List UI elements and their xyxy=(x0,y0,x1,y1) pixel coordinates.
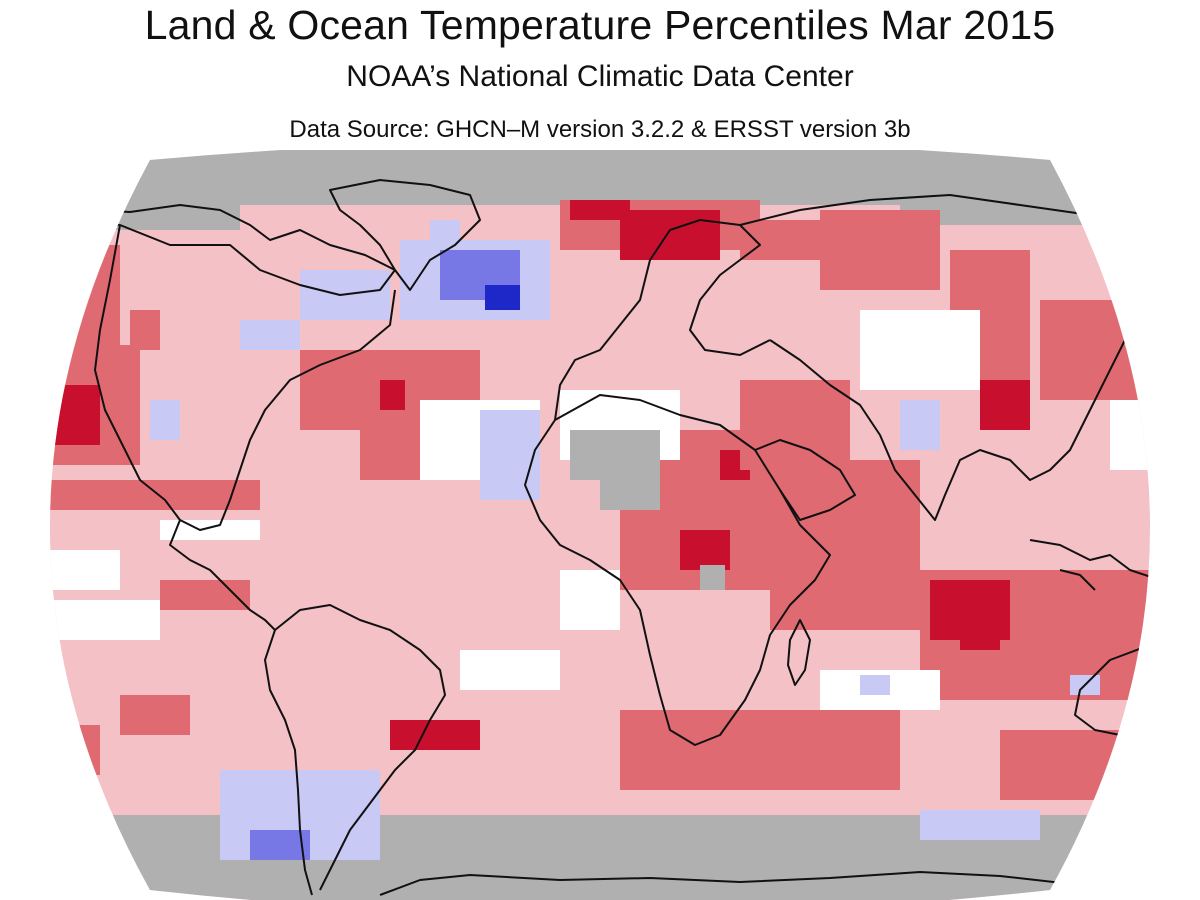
map-subtitle: NOAA’s National Climatic Data Center xyxy=(346,60,854,93)
grid-cell-no-data xyxy=(570,430,660,480)
grid-cell-much-warmer xyxy=(130,310,160,350)
grid-cell-no-data xyxy=(700,565,725,590)
europe-outline xyxy=(554,219,771,421)
grid-cell-much-warmer xyxy=(770,460,920,630)
map-title: Land & Ocean Temperature Percentiles Mar… xyxy=(144,2,1056,48)
grid-cell-much-warmer xyxy=(160,580,250,610)
grid-cell-record-warmest xyxy=(980,380,1030,430)
madagascar-outline xyxy=(787,619,811,686)
arabia-outline xyxy=(754,439,856,521)
south-america-outline xyxy=(264,604,446,896)
grid-cell-much-warmer xyxy=(740,380,850,470)
grid-cell-cooler xyxy=(240,320,300,350)
grid-cell-near-average xyxy=(460,650,560,690)
grid-cell-near-average xyxy=(50,550,120,590)
global-percentile-map xyxy=(0,150,1200,900)
maritime-southeast-asia-outline xyxy=(1029,539,1150,591)
grid-cell-record-warmest xyxy=(50,385,100,445)
grid-cell-near-average xyxy=(860,310,980,390)
grid-cell-record-coolest xyxy=(485,285,520,310)
grid-cell-much-warmer xyxy=(50,725,100,775)
grid-cell-cooler xyxy=(920,810,1040,840)
grid-cell-cooler xyxy=(150,400,180,440)
grid-cell-no-data xyxy=(600,480,660,510)
coastlines xyxy=(50,179,1150,896)
greenland-outline xyxy=(329,179,481,291)
grid-cell-much-warmer xyxy=(620,710,900,790)
grid-cell-record-warmest xyxy=(380,380,405,410)
grid-cell-record-warmest xyxy=(960,620,1000,650)
grid-cell-much-warmer xyxy=(820,210,940,290)
grid-cell-much-warmer xyxy=(1040,300,1150,400)
data-source-label: Data Source: GHCN–M version 3.2.2 & ERSS… xyxy=(289,116,911,143)
grid-cell-near-average xyxy=(160,520,260,540)
grid-cell-cooler xyxy=(900,400,940,450)
grid-cell-much-warmer xyxy=(50,245,120,345)
antarctica-outline xyxy=(379,871,1150,896)
grid-cell-near-average xyxy=(1180,620,1200,700)
grid-cell-record-warmest xyxy=(50,280,60,330)
grid-cell-cooler xyxy=(860,675,890,695)
map-canvas xyxy=(50,150,1200,900)
grid-cell-no-data xyxy=(1150,280,1200,310)
grid-cell-much-warmer xyxy=(1130,290,1150,360)
grid-cell-much-warmer xyxy=(740,220,820,260)
grid-cell-much-warmer xyxy=(50,480,260,510)
grid-cell-near-average xyxy=(560,570,620,630)
grid-cell-record-warmest xyxy=(570,200,630,220)
grid-cell-no-data xyxy=(50,150,1150,205)
grid-cell-no-data xyxy=(900,205,1150,225)
grid-cell-much-warmer xyxy=(1000,730,1150,800)
africa-outline xyxy=(524,394,831,746)
grid-cell-much-warmer xyxy=(120,695,190,735)
grid-cell-record-warmest xyxy=(620,210,720,260)
grid-cell-record-warmest xyxy=(390,720,480,750)
grid-cell-cooler xyxy=(480,410,540,500)
grid-cell-record-warmest xyxy=(680,530,730,570)
grid-cell-near-average xyxy=(1110,400,1150,470)
north-america-outline xyxy=(50,204,396,631)
grid-cell-cooler xyxy=(1110,215,1150,245)
grid-cell-near-average xyxy=(50,600,160,640)
